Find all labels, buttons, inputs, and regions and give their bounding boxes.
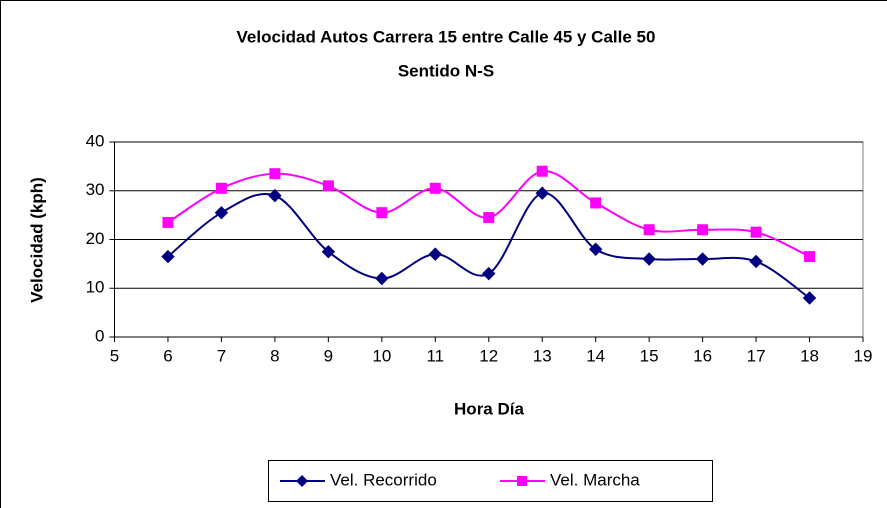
marker	[162, 216, 174, 228]
marker	[535, 186, 549, 200]
marker	[750, 226, 762, 238]
x-axis-label: Hora Día	[454, 399, 524, 418]
legend-label: Vel. Marcha	[550, 470, 640, 489]
marker	[642, 252, 656, 266]
legend-marker	[296, 475, 308, 487]
x-tick-label: 19	[854, 346, 873, 365]
y-tick-label: 20	[86, 229, 105, 248]
x-tick-label: 10	[372, 346, 391, 365]
x-tick-label: 8	[270, 346, 279, 365]
legend-label: Vel. Recorrido	[330, 470, 437, 489]
marker	[269, 168, 281, 180]
y-tick-label: 0	[95, 326, 104, 345]
y-tick-label: 40	[86, 131, 105, 150]
x-tick-label: 6	[163, 346, 172, 365]
marker	[268, 188, 282, 203]
y-axis-label: Velocidad (kph)	[27, 177, 46, 303]
x-tick-label: 15	[640, 346, 659, 365]
x-tick-label: 11	[426, 346, 444, 365]
marker	[590, 197, 602, 209]
marker	[695, 252, 710, 266]
marker	[588, 242, 603, 256]
marker	[697, 224, 709, 236]
marker	[643, 224, 655, 236]
x-tick-label: 14	[586, 346, 605, 365]
marker	[214, 205, 229, 220]
marker	[536, 165, 548, 177]
x-tick-label: 16	[693, 346, 712, 365]
legend-box	[268, 460, 713, 502]
y-tick-label: 10	[86, 278, 105, 297]
y-tick-label: 30	[86, 180, 105, 199]
x-tick-label: 18	[800, 346, 819, 365]
x-tick-label: 13	[533, 346, 552, 365]
x-tick-label: 7	[217, 346, 226, 365]
marker	[161, 249, 175, 264]
marker	[483, 212, 495, 224]
chart-title: Velocidad Autos Carrera 15 entre Calle 4…	[237, 27, 656, 46]
marker	[429, 182, 441, 194]
marker	[376, 207, 388, 219]
marker	[482, 266, 496, 281]
marker	[322, 180, 334, 192]
x-tick-label: 12	[479, 346, 498, 365]
chart-subtitle: Sentido N-S	[398, 61, 494, 80]
marker	[802, 291, 817, 305]
x-tick-label: 17	[747, 346, 766, 365]
marker	[428, 247, 442, 261]
marker	[749, 254, 763, 269]
marker	[215, 182, 227, 194]
marker	[804, 251, 816, 263]
x-tick-label: 9	[324, 346, 333, 365]
marker	[375, 271, 389, 286]
legend-marker	[517, 476, 527, 486]
x-tick-label: 5	[110, 346, 119, 365]
marker	[321, 244, 336, 259]
